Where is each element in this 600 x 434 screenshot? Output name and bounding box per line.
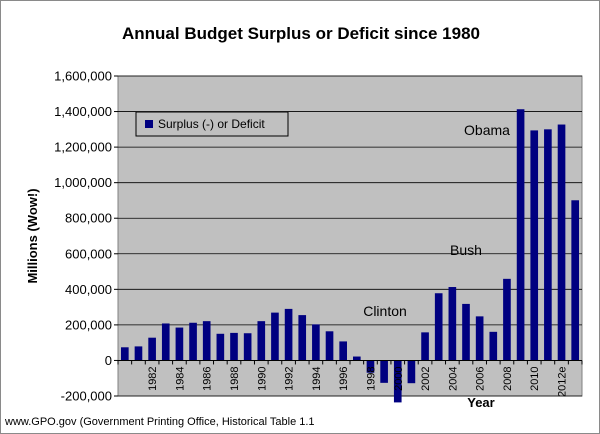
bar-1990 <box>257 321 266 361</box>
x-tick-label-2004: 2004 <box>447 366 459 390</box>
x-tick-label-2012e: 2012e <box>557 366 569 397</box>
gridlines <box>114 75 582 397</box>
bar-1998 <box>366 360 375 373</box>
bar-1985 <box>189 322 197 361</box>
x-tick-label-2000: 2000 <box>393 366 405 390</box>
legend-label: Surplus (-) or Deficit <box>158 117 265 131</box>
source-note: www.GPO.gov (Government Printing Office,… <box>4 416 315 428</box>
y-tick-label: 400,000 <box>65 282 112 297</box>
bar-1981 <box>134 346 143 361</box>
bar-2001 <box>407 360 416 384</box>
chart-title: Annual Budget Surplus or Deficit since 1… <box>122 24 480 43</box>
bar-2000 <box>393 360 402 403</box>
x-tick-label-2008: 2008 <box>502 366 514 390</box>
x-tick-label-1988: 1988 <box>229 366 241 390</box>
y-tick-label: 1,000,000 <box>54 175 112 190</box>
bar-1997 <box>353 356 361 361</box>
bar-2003 <box>434 293 443 361</box>
x-tick-label-1992: 1992 <box>284 366 296 390</box>
x-tick-label-1990: 1990 <box>256 366 268 390</box>
bar-1993 <box>298 315 307 361</box>
bar-1991 <box>271 312 279 361</box>
y-tick-label: 1,400,000 <box>54 104 112 119</box>
annotation-clinton: Clinton <box>363 303 407 319</box>
bar-2012e <box>557 124 566 361</box>
x-tick-label-1986: 1986 <box>202 366 214 390</box>
bar-1996 <box>339 341 347 361</box>
bar-1986 <box>202 321 211 361</box>
bars <box>121 109 579 403</box>
x-tick-label-2002: 2002 <box>420 366 432 390</box>
y-tick-label: 200,000 <box>65 317 112 332</box>
bar-2007 <box>489 331 498 361</box>
bar-2008 <box>503 278 511 361</box>
bar-2004 <box>448 287 457 361</box>
x-tick-label-2010: 2010 <box>529 366 541 390</box>
x-tick-label-1998: 1998 <box>365 366 377 390</box>
x-tick-label-1996: 1996 <box>338 366 350 390</box>
bar-1982 <box>148 337 156 361</box>
bar-1995 <box>325 331 334 361</box>
bar-1999 <box>380 360 388 383</box>
bar-2010 <box>530 130 539 361</box>
bar-1984 <box>175 327 184 361</box>
annotation-obama: Obama <box>464 122 510 138</box>
legend: Surplus (-) or Deficit <box>135 111 289 137</box>
y-axis-label: Millions (Wow!) <box>25 188 40 283</box>
bar-2009 <box>516 109 525 361</box>
bar-2013e <box>571 200 579 361</box>
bar-1987 <box>216 333 225 361</box>
axes <box>117 359 583 365</box>
y-tick-label: 600,000 <box>65 246 112 261</box>
bar-1994 <box>312 324 320 361</box>
y-tick-labels: 1,600,000 1,400,000 1,200,000 1,000,000 800,… <box>54 69 112 404</box>
bar-2006 <box>475 316 484 361</box>
legend-box <box>135 111 289 137</box>
x-tick-label-2006: 2006 <box>475 366 487 390</box>
y-tick-label: 0 <box>105 353 112 368</box>
bar-2002 <box>421 332 429 361</box>
bar-2011 <box>544 129 552 361</box>
bar-1992 <box>284 308 293 361</box>
y-tick-label: -200,000 <box>61 389 112 404</box>
y-tick-label: 800,000 <box>65 211 112 226</box>
y-tick-label: 1,200,000 <box>54 140 112 155</box>
x-tick-label-1982: 1982 <box>147 366 159 390</box>
bar-1989 <box>243 333 252 361</box>
bar-1983 <box>161 323 170 361</box>
bar-2005 <box>462 303 470 361</box>
x-tick-label-1994: 1994 <box>311 366 323 390</box>
x-tick-label-1984: 1984 <box>174 366 186 390</box>
bar-1988 <box>230 332 238 361</box>
legend-swatch <box>145 120 153 128</box>
bar-1980 <box>121 347 129 361</box>
x-axis-label: Year <box>467 395 494 410</box>
y-tick-label: 1,600,000 <box>54 69 112 84</box>
annotation-bush: Bush <box>450 242 482 258</box>
x-tick-labels: 1982 1984 1986 1988 1990 1992 1994 1996 1998 2000… <box>147 366 568 397</box>
